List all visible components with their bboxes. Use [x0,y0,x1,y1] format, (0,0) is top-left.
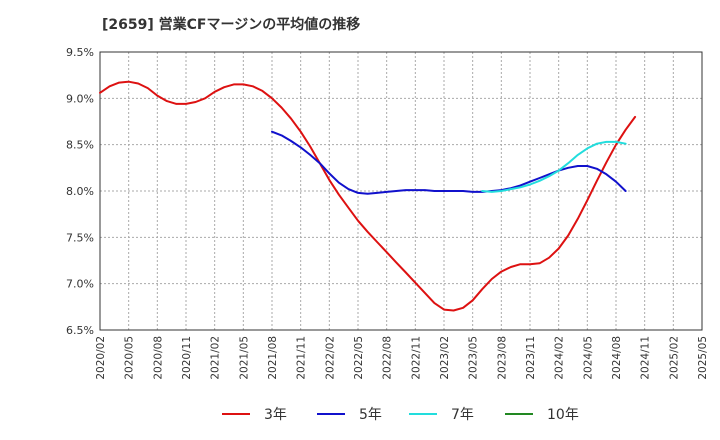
x-tick-label: 2020/11 [181,336,193,380]
legend-label: 3年 [264,407,287,423]
x-tick-label: 2024/02 [554,336,566,380]
x-tick-label: 2021/08 [267,336,279,380]
x-tick-label: 2024/08 [611,336,623,380]
chart-title: [2659] 営業CFマージンの平均値の推移 [102,17,361,33]
legend-label: 5年 [359,407,382,423]
x-tick-label: 2021/11 [296,336,308,380]
x-tick-label: 2023/11 [525,336,537,380]
x-tick-label: 2023/02 [439,336,451,380]
legend-label: 10年 [547,407,579,423]
x-tick-label: 2025/05 [697,336,709,380]
x-tick-label: 2020/08 [152,336,164,380]
x-tick-label: 2024/11 [640,336,652,380]
y-tick-label: 9.0% [66,92,94,105]
x-tick-label: 2023/08 [496,336,508,380]
y-tick-label: 9.5% [66,46,94,59]
x-tick-label: 2022/08 [382,336,394,380]
x-tick-label: 2022/11 [410,336,422,380]
x-tick-label: 2022/02 [324,336,336,380]
x-tick-label: 2022/05 [353,336,365,380]
x-tick-label: 2021/05 [238,336,250,380]
series-line-7年 [481,140,627,193]
x-tick-label: 2020/02 [95,336,107,380]
y-tick-label: 8.5% [66,139,94,152]
plot-frame [99,51,703,331]
x-tick-label: 2024/05 [582,336,594,380]
x-tick-label: 2023/05 [468,336,480,380]
y-tick-label: 7.0% [66,278,94,291]
series-line-5年 [271,130,627,195]
x-tick-label: 2021/02 [210,336,222,380]
x-tick-label: 2025/02 [668,336,680,380]
x-tick-label: 2020/05 [124,336,136,380]
y-tick-label: 7.5% [66,231,94,244]
y-tick-label: 8.0% [66,185,94,198]
legend-label: 7年 [451,407,474,423]
series-line-3年 [99,80,637,312]
y-tick-label: 6.5% [66,324,94,337]
